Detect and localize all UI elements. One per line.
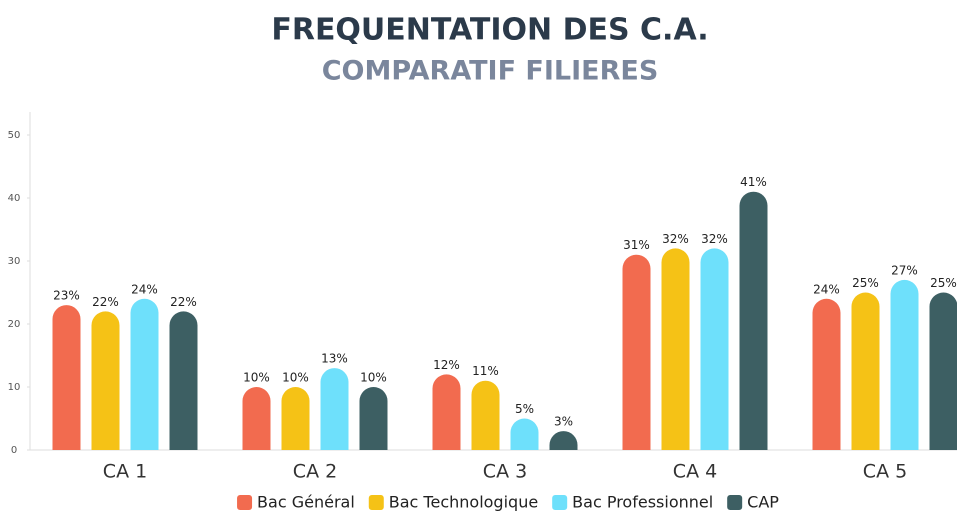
value-label: 10%: [360, 371, 387, 385]
bar: [929, 292, 957, 450]
legend-swatch: [552, 495, 568, 510]
y-tick-label: 0: [11, 445, 17, 456]
legend-swatch: [368, 495, 384, 510]
value-label: 3%: [554, 415, 573, 429]
bar: [169, 311, 198, 450]
legend-label: Bac Professionnel: [572, 493, 713, 512]
value-label: 31%: [623, 238, 650, 252]
bar: [242, 387, 271, 450]
value-label: 27%: [891, 263, 918, 277]
value-label: 24%: [131, 282, 158, 296]
bar: [52, 305, 81, 450]
value-label: 25%: [930, 276, 957, 290]
bar: [320, 368, 349, 450]
chart-subtitle: COMPARATIF FILIERES: [322, 56, 659, 87]
bar: [622, 254, 651, 450]
value-label: 24%: [813, 282, 840, 296]
bar: [549, 431, 578, 450]
bar: [739, 191, 768, 450]
value-label: 12%: [433, 358, 460, 372]
bar: [812, 298, 841, 450]
legend-swatch: [727, 495, 743, 510]
chart-title: FREQUENTATION DES C.A.: [271, 13, 708, 48]
value-label: 22%: [92, 295, 119, 309]
y-tick-label: 30: [8, 256, 21, 267]
bar: [510, 418, 539, 450]
bar: [432, 374, 461, 450]
x-tick-label: CA 3: [483, 461, 527, 483]
value-label: 5%: [515, 402, 534, 416]
value-label: 32%: [701, 232, 728, 246]
value-label: 13%: [321, 352, 348, 366]
bar: [281, 387, 310, 450]
bar: [359, 387, 388, 450]
legend-label: Bac Général: [257, 493, 355, 512]
value-label: 10%: [282, 371, 309, 385]
bar: [130, 298, 159, 450]
value-label: 11%: [472, 364, 499, 378]
value-label: 25%: [852, 276, 879, 290]
bar: [700, 248, 729, 450]
legend-swatch: [237, 495, 253, 510]
value-label: 32%: [662, 232, 689, 246]
x-tick-label: CA 4: [673, 461, 717, 483]
value-label: 22%: [170, 295, 197, 309]
value-label: 23%: [53, 289, 80, 303]
bar: [851, 292, 880, 450]
x-tick-label: CA 5: [863, 461, 907, 483]
y-tick-label: 50: [8, 130, 21, 141]
x-tick-label: CA 1: [103, 461, 147, 483]
bar: [661, 248, 690, 450]
value-label: 10%: [243, 371, 270, 385]
bar: [91, 311, 120, 450]
y-tick-label: 20: [8, 319, 21, 330]
value-label: 41%: [740, 175, 767, 189]
legend-label: Bac Technologique: [389, 493, 538, 512]
bar: [471, 380, 500, 450]
x-tick-label: CA 2: [293, 461, 337, 483]
legend-label: CAP: [747, 493, 779, 512]
bar: [890, 279, 919, 450]
y-tick-label: 40: [8, 193, 21, 204]
y-tick-label: 10: [8, 382, 21, 393]
